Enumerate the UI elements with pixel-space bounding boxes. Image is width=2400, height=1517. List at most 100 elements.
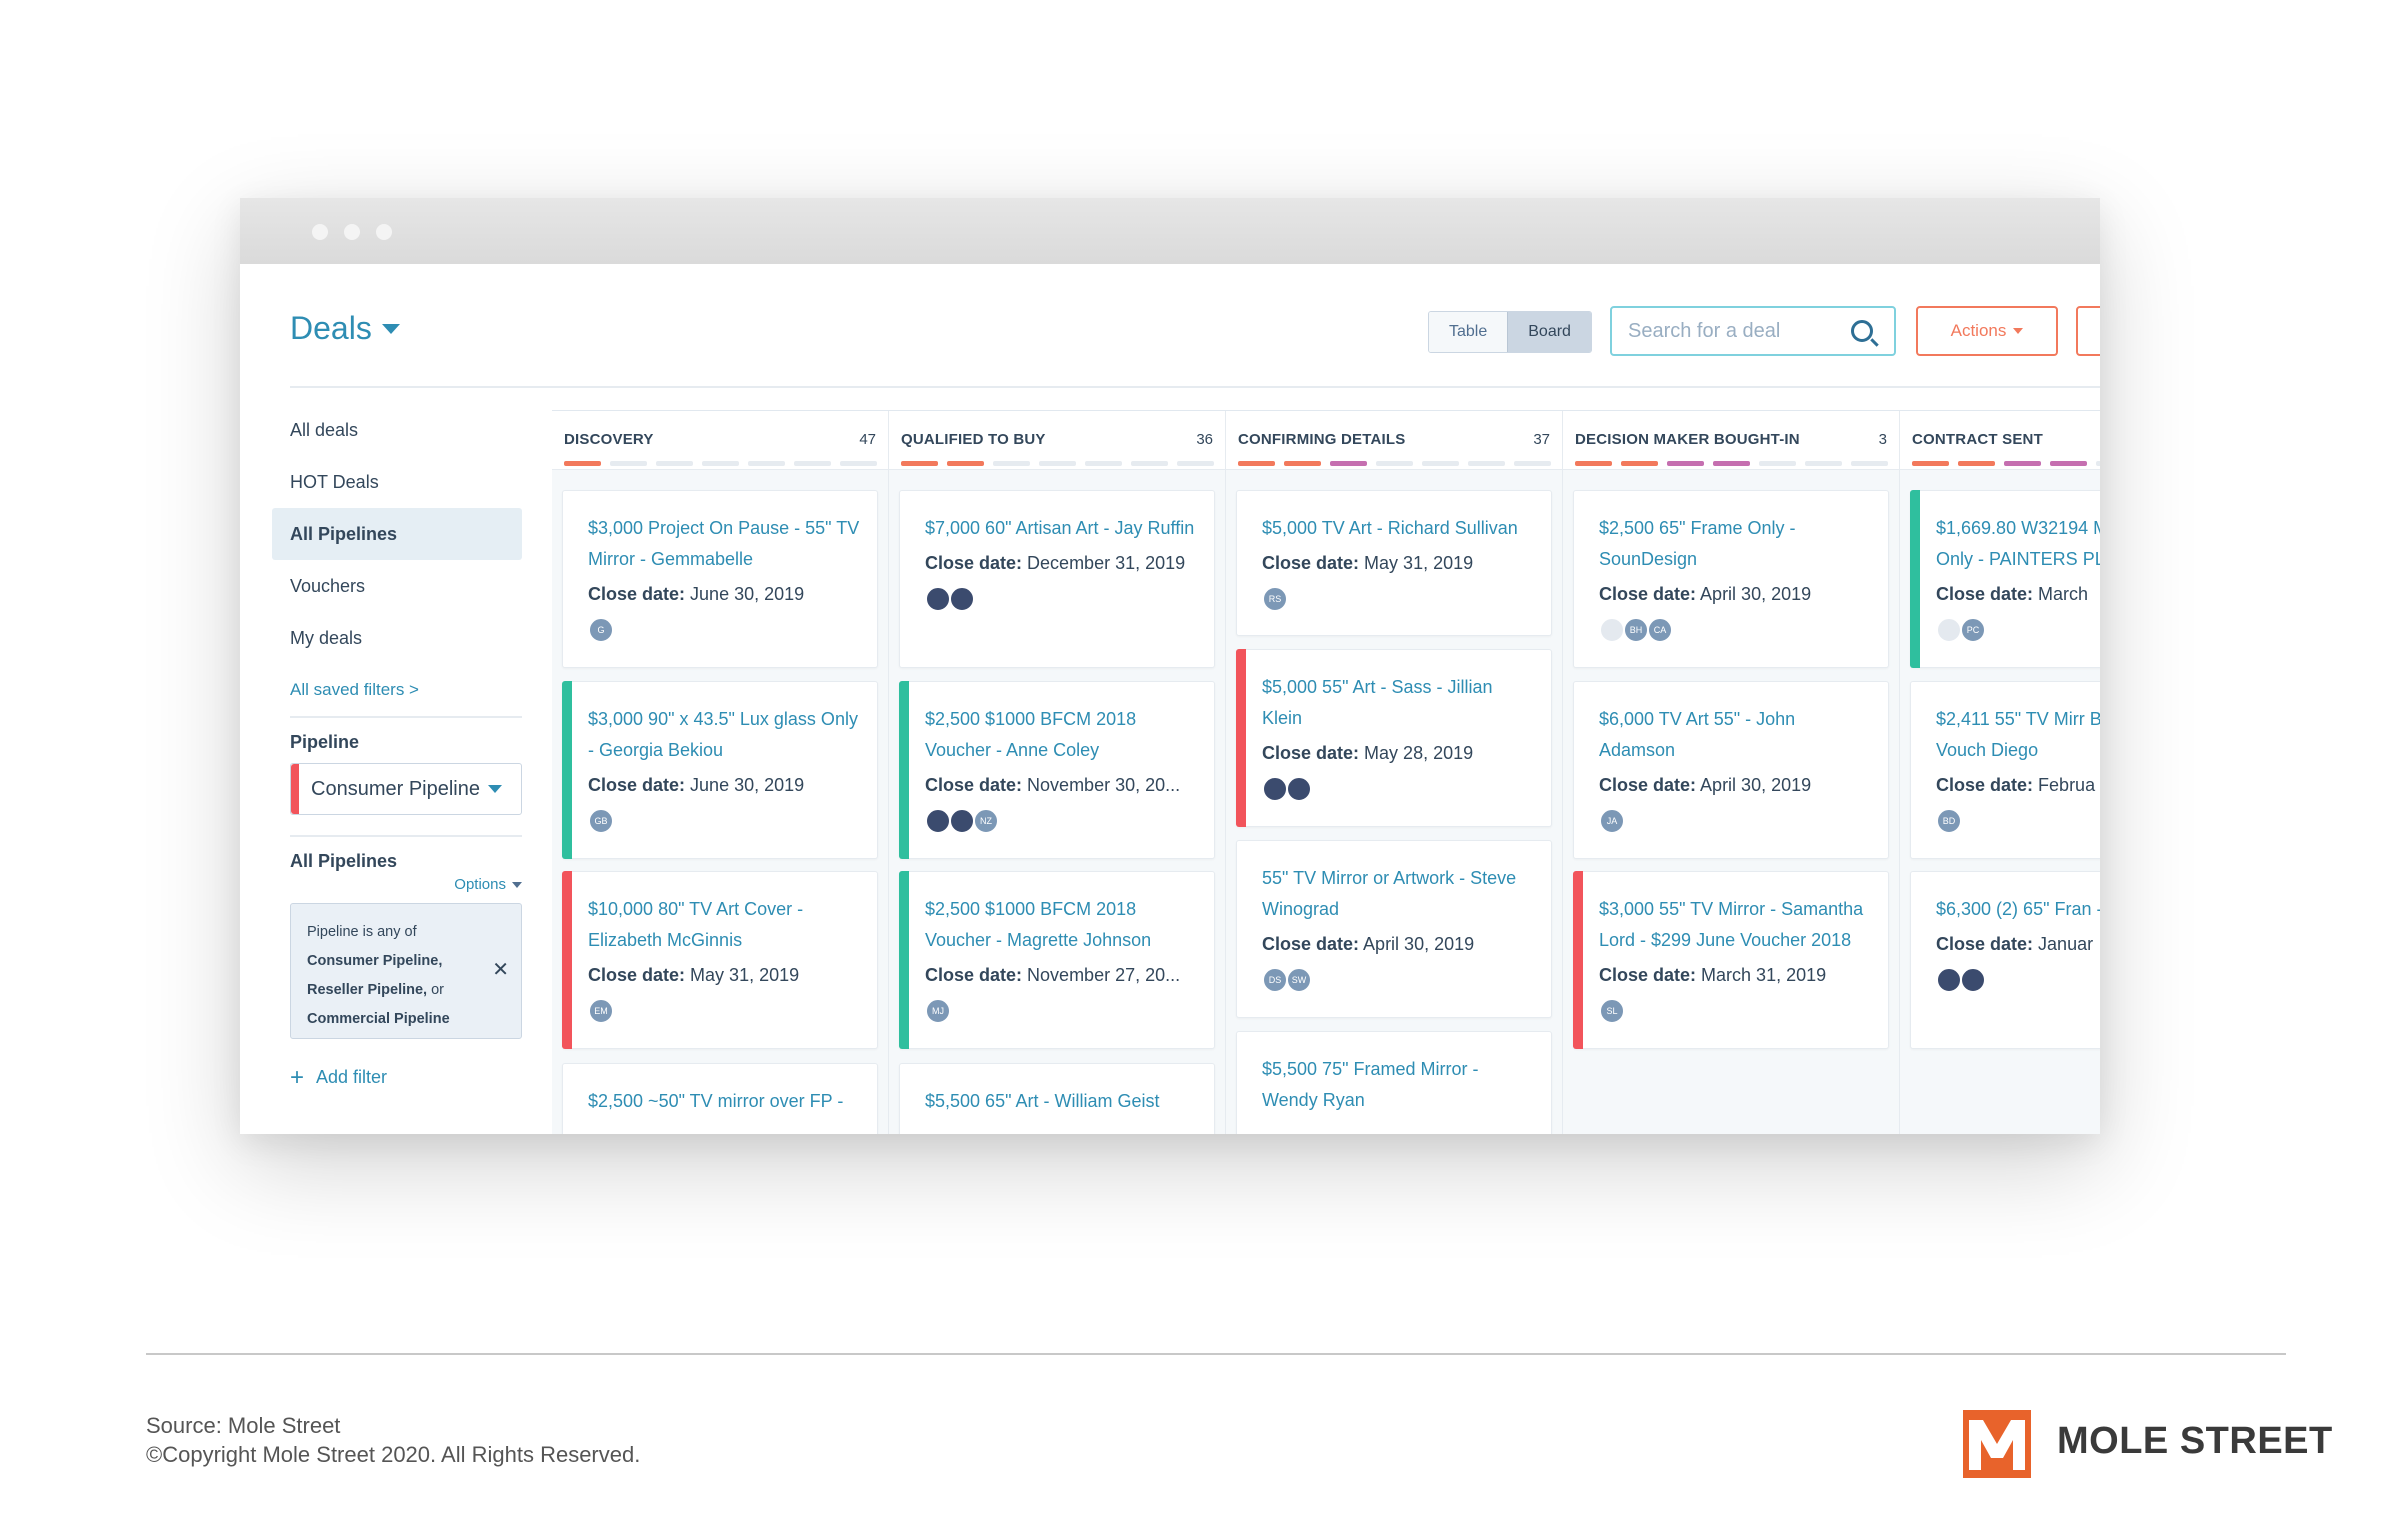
stage-segment <box>1805 461 1842 466</box>
avatar[interactable]: PC <box>1960 617 1986 643</box>
filter-value: Consumer Pipeline, <box>307 953 443 969</box>
deal-name-link[interactable]: $2,500 65" Frame Only - SounDesign <box>1599 518 1796 569</box>
deal-card[interactable]: $2,500 ~50" TV mirror over FP - <box>562 1063 878 1134</box>
create-deal-button[interactable] <box>2076 306 2100 356</box>
deal-card[interactable]: $5,000 55" Art - Sass - Jillian Klein Clo… <box>1236 649 1552 827</box>
deal-card[interactable]: $10,000 80" TV Art Cover - Elizabeth McG… <box>562 871 878 1049</box>
avatar[interactable]: BD <box>1936 808 1962 834</box>
avatar[interactable] <box>1936 617 1962 643</box>
deal-card[interactable]: $2,500 $1000 BFCM 2018 Voucher - Magrett… <box>899 871 1215 1049</box>
sidebar-item-all-pipelines[interactable]: All Pipelines <box>272 508 522 560</box>
board-view-button[interactable]: Board <box>1507 312 1591 352</box>
deal-card[interactable]: $3,000 90" x 43.5" Lux glass Only - Geor… <box>562 681 878 859</box>
deal-card[interactable]: $5,500 75" Framed Mirror - Wendy Ryan <box>1236 1031 1552 1134</box>
deal-name-link[interactable]: $2,500 ~50" TV mirror over FP - <box>588 1091 844 1111</box>
search-input[interactable] <box>1626 318 1845 344</box>
avatar[interactable] <box>1960 967 1986 993</box>
avatar[interactable]: BH <box>1623 617 1649 643</box>
column-header[interactable]: DISCOVERY 47 <box>552 411 888 470</box>
deal-card[interactable]: $2,411 55" TV Mirr BFCM 2018 Vouch Diego… <box>1910 681 2100 859</box>
avatar[interactable] <box>925 586 951 612</box>
window-dot-icon[interactable] <box>376 224 392 240</box>
deal-card[interactable]: $2,500 65" Frame Only - SounDesign Close … <box>1573 490 1889 668</box>
deal-name-link[interactable]: $6,000 TV Art 55" - John Adamson <box>1599 709 1796 760</box>
close-date: Close date: May 31, 2019 <box>588 960 863 990</box>
search-icon[interactable] <box>1851 320 1873 342</box>
deal-name-link[interactable]: $10,000 80" TV Art Cover - Elizabeth McG… <box>588 899 804 950</box>
options-dropdown[interactable]: Options <box>272 876 522 893</box>
deal-card[interactable]: $3,000 Project On Pause - 55" TV Mirror … <box>562 490 878 668</box>
sidebar-item-all-deals[interactable]: All deals <box>290 420 359 440</box>
close-date: Close date: November 27, 20... <box>925 960 1200 990</box>
avatar[interactable]: MJ <box>925 998 951 1024</box>
close-icon[interactable]: ✕ <box>492 959 509 981</box>
deal-name-link[interactable]: $3,000 90" x 43.5" Lux glass Only - Geor… <box>588 709 858 760</box>
stage-segment <box>840 461 877 466</box>
avatar[interactable]: DS <box>1262 967 1288 993</box>
avatar[interactable] <box>1286 776 1312 802</box>
close-date-value: March 31, 2019 <box>1701 965 1827 985</box>
deal-card[interactable]: $6,000 TV Art 55" - John Adamson Close da… <box>1573 681 1889 859</box>
stage-segment <box>1422 461 1459 466</box>
actions-button[interactable]: Actions <box>1916 306 2058 356</box>
deal-card[interactable]: $7,000 60" Artisan Art - Jay Ruffin Close… <box>899 490 1215 668</box>
deal-name-link[interactable]: 55" TV Mirror or Artwork - Steve Winogra… <box>1262 868 1517 919</box>
deal-card[interactable]: 55" TV Mirror or Artwork - Steve Winogra… <box>1236 840 1552 1018</box>
sidebar-item-vouchers[interactable]: Vouchers <box>290 576 366 596</box>
column-header[interactable]: CONTRACT SENT <box>1900 411 2100 470</box>
filter-group-label: All Pipelines <box>290 851 398 871</box>
table-view-button[interactable]: Table <box>1429 312 1508 352</box>
avatar[interactable]: GB <box>588 808 614 834</box>
sidebar-item-my-deals[interactable]: My deals <box>290 628 363 648</box>
deal-name-link[interactable]: $5,000 TV Art - Richard Sullivan <box>1262 518 1518 538</box>
deal-card[interactable]: $2,500 $1000 BFCM 2018 Voucher - Anne Co… <box>899 681 1215 859</box>
deal-name-link[interactable]: $1,669.80 W32194 Mirror Glass Only - PAI… <box>1936 518 2100 569</box>
avatar[interactable]: G <box>588 617 614 643</box>
deal-card[interactable]: $5,500 65" Art - William Geist <box>899 1063 1215 1134</box>
avatar[interactable]: SL <box>1599 998 1625 1024</box>
column-header[interactable]: CONFIRMING DETAILS 37 <box>1226 411 1562 470</box>
column-header[interactable]: DECISION MAKER BOUGHT-IN 3 <box>1563 411 1899 470</box>
search-box <box>1610 306 1896 356</box>
deal-name-link[interactable]: $2,411 55" TV Mirr BFCM 2018 Vouch Diego <box>1936 709 2100 760</box>
add-filter-button[interactable]: + Add filter <box>272 1065 522 1089</box>
deals-dropdown[interactable]: Deals <box>290 310 400 347</box>
board-column: DISCOVERY 47 $3,000 Project On Pause - 55"… <box>552 411 889 1134</box>
deal-card[interactable]: $5,000 TV Art - Richard Sullivan Close da… <box>1236 490 1552 636</box>
avatar[interactable]: SW <box>1286 967 1312 993</box>
avatar[interactable]: JA <box>1599 808 1625 834</box>
avatar[interactable]: NZ <box>973 808 999 834</box>
avatar[interactable]: RS <box>1262 586 1288 612</box>
chevron-down-icon <box>487 785 502 793</box>
deal-name-link[interactable]: $3,000 55" TV Mirror - Samantha Lord - $… <box>1599 899 1864 950</box>
avatar[interactable] <box>949 586 975 612</box>
deal-name-link[interactable]: $5,500 65" Art - William Geist <box>925 1091 1160 1111</box>
window-dot-icon[interactable] <box>312 224 328 240</box>
pipeline-select[interactable]: Consumer Pipeline <box>290 763 522 815</box>
deal-name-link[interactable]: $3,000 Project On Pause - 55" TV Mirror … <box>588 518 860 569</box>
avatar[interactable] <box>1936 967 1962 993</box>
deal-name-link[interactable]: $5,500 75" Framed Mirror - Wendy Ryan <box>1262 1059 1479 1110</box>
deal-name-link[interactable]: $2,500 $1000 BFCM 2018 Voucher - Magrett… <box>925 899 1152 950</box>
deal-card[interactable]: $3,000 55" TV Mirror - Samantha Lord - $… <box>1573 871 1889 1049</box>
avatar[interactable] <box>949 808 975 834</box>
deal-name-link[interactable]: $6,300 (2) 65" Fran - Lisa Chan <box>1936 899 2100 919</box>
filter-chip[interactable]: Pipeline is any of Consumer Pipeline, Re… <box>290 903 522 1039</box>
deal-card[interactable]: $6,300 (2) 65" Fran - Lisa Chan Close dat… <box>1910 871 2100 1049</box>
avatar[interactable] <box>1262 776 1288 802</box>
deal-card[interactable]: $1,669.80 W32194 Mirror Glass Only - PAI… <box>1910 490 2100 668</box>
all-saved-filters-link[interactable]: All saved filters > <box>290 680 419 699</box>
deal-name-link[interactable]: $5,000 55" Art - Sass - Jillian Klein <box>1262 677 1493 728</box>
close-date-label: Close date: <box>1262 934 1360 954</box>
avatar[interactable] <box>925 808 951 834</box>
deal-name-link[interactable]: $7,000 60" Artisan Art - Jay Ruffin <box>925 518 1195 538</box>
avatar[interactable]: CA <box>1647 617 1673 643</box>
avatar[interactable] <box>1599 617 1625 643</box>
sidebar-item-hot-deals[interactable]: HOT Deals <box>290 472 379 492</box>
app-content: Deals Table Board Actions All deals HOT D… <box>240 264 2100 1134</box>
avatar[interactable]: EM <box>588 998 614 1024</box>
close-date: Close date: June 30, 2019 <box>588 579 863 609</box>
deal-name-link[interactable]: $2,500 $1000 BFCM 2018 Voucher - Anne Co… <box>925 709 1137 760</box>
window-dot-icon[interactable] <box>344 224 360 240</box>
column-header[interactable]: QUALIFIED TO BUY 36 <box>889 411 1225 470</box>
